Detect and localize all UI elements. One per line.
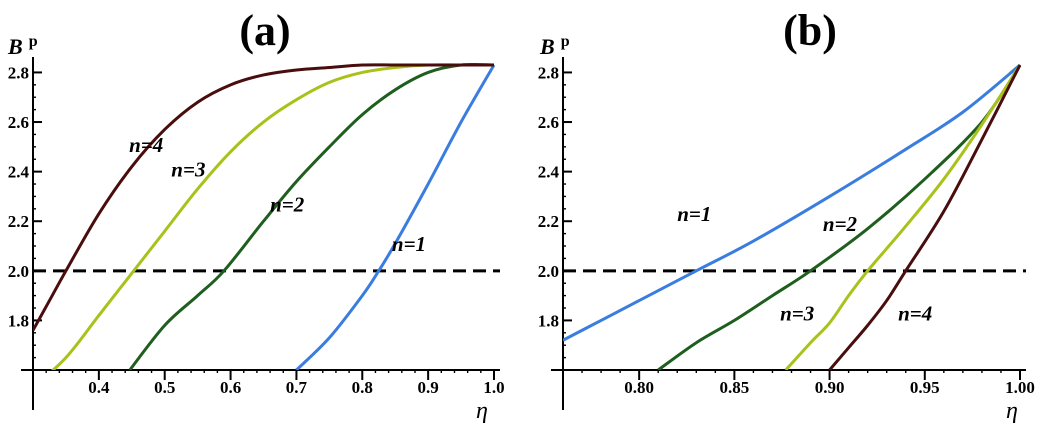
curve-label-n3: n=3 [780,301,814,325]
curve-label-n1: n=1 [677,202,711,226]
series-line-n3 [784,64,1021,370]
x-tick-label: 0.90 [815,378,845,397]
curve-label-n3: n=3 [171,158,205,182]
series-line-n1 [295,64,495,370]
y-tick-label: 2.6 [538,113,559,132]
series-line-n2 [657,64,1021,370]
x-tick-label: 0.80 [624,378,654,397]
series-line-n1 [563,63,1021,342]
x-tick-label: 0.6 [220,378,241,397]
chart-panel-a: 1.8 2.0 2.2 2.4 2.6 2.8 0.4 0.5 0.6 0.7 0.8 0.9 1.0 n… [7,6,505,424]
y-tick-label: 2.6 [8,113,29,132]
x-axis-label: η [476,398,488,424]
y-tick-label: 2.2 [538,212,559,231]
series-line-n4 [33,63,494,332]
y-axis-label-main: B [7,34,23,59]
x-tick-label: 0.7 [286,378,308,397]
y-axis-label-sup: p [29,33,38,50]
y-tick-label: 1.8 [8,311,29,330]
chart-panel-b: 1.8 2.0 2.2 2.4 2.6 2.8 0.80 0.85 0.90 0.95 1.00 n=… [538,6,1035,424]
x-tick-label: 0.95 [910,378,940,397]
curve-label-n2: n=2 [823,212,858,236]
panel-title: (b) [783,6,837,55]
series-line-n4 [828,64,1021,370]
x-axis-label: η [1006,398,1018,424]
series-line-n3 [50,63,494,370]
y-tick-label: 2.2 [8,212,29,231]
y-tick-label: 1.8 [538,311,559,330]
y-tick-label: 2.4 [538,163,560,182]
x-tick-label: 1.0 [483,378,504,397]
curve-label-n4: n=4 [129,133,163,157]
y-tick-label: 2.4 [8,163,30,182]
series-line-n2 [128,63,495,370]
y-tick-label: 2.0 [8,262,29,281]
y-tick-label: 2.8 [8,63,29,82]
y-axis-label-main: B [539,34,555,59]
y-tick-label: 2.0 [538,262,559,281]
y-axis-label-sup: p [561,33,570,50]
x-tick-label: 0.8 [352,378,373,397]
x-tick-label: 0.4 [88,378,110,397]
curve-label-n4: n=4 [898,301,932,325]
panel-title: (a) [239,6,290,55]
y-tick-label: 2.8 [538,63,559,82]
x-tick-label: 1.00 [1005,378,1035,397]
x-tick-label: 0.5 [154,378,175,397]
curve-label-n2: n=2 [270,192,305,216]
x-tick-label: 0.85 [720,378,750,397]
curve-label-n1: n=1 [392,232,426,256]
x-tick-label: 0.9 [418,378,439,397]
